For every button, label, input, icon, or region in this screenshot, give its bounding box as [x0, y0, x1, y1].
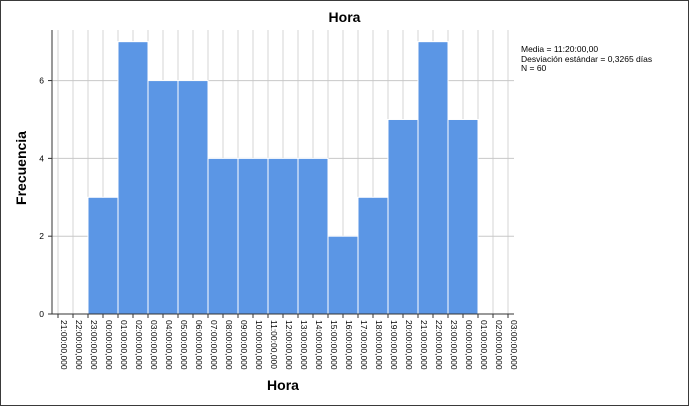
x-tick-label: 08:00:00,000	[224, 320, 234, 370]
axis-layer: 0 2 4 6 21:00:00,000 22:00:00,000 23:00:00,000…	[39, 30, 519, 370]
x-tick-label: 21:00:00,000	[59, 320, 69, 370]
y-tick-label: 6	[39, 76, 44, 86]
x-tick-label: 21:00:00,000	[419, 320, 429, 370]
histogram-bar	[297, 157, 329, 315]
x-tick-label: 04:00:00,000	[164, 320, 174, 370]
y-tick-label: 2	[39, 231, 44, 241]
histogram-bar	[267, 157, 299, 315]
stats-mean: Media = 11:20:00,00	[521, 44, 599, 54]
histogram-bar	[327, 235, 359, 315]
x-tick-label: 23:00:00,000	[89, 320, 99, 370]
x-tick-label: 01:00:00,000	[119, 320, 129, 370]
x-tick-label: 17:00:00,000	[359, 320, 369, 370]
x-tick-label: 05:00:00,000	[179, 320, 189, 370]
x-tick-label: 20:00:00,000	[404, 320, 414, 370]
x-tick-label: 23:00:00,000	[449, 320, 459, 370]
x-tick-label: 10:00:00,000	[254, 320, 264, 370]
x-tick-label: 22:00:00,000	[434, 320, 444, 370]
y-axis-label: Frecuencia	[13, 131, 29, 205]
histogram-bar	[237, 157, 269, 315]
bars-layer	[87, 41, 479, 315]
x-tick-label: 18:00:00,000	[374, 320, 384, 370]
stats-std: Desviación estándar = 0,3265 días	[521, 53, 653, 64]
histogram-bar	[147, 80, 179, 315]
x-tick-label: 02:00:00,000	[494, 320, 504, 370]
x-tick-label: 13:00:00,000	[299, 320, 309, 370]
x-tick-label: 19:00:00,000	[389, 320, 399, 370]
histogram-bar	[417, 41, 449, 315]
x-tick-label: 12:00:00,000	[284, 320, 294, 370]
x-tick-label: 03:00:00,000	[509, 320, 519, 370]
histogram-bar	[387, 118, 419, 315]
histogram-bar	[207, 157, 239, 315]
histogram-bar	[177, 80, 209, 315]
x-tick-label: 14:00:00,000	[314, 320, 324, 370]
y-tick-label: 0	[39, 309, 44, 319]
x-tick-label: 03:00:00,000	[149, 320, 159, 370]
x-tick-label: 07:00:00,000	[209, 320, 219, 370]
x-tick-label: 00:00:00,000	[104, 320, 114, 370]
histogram-bar	[357, 196, 389, 315]
chart-title: Hora	[328, 9, 361, 25]
x-tick-label: 15:00:00,000	[329, 320, 339, 370]
histogram-bar	[447, 118, 479, 315]
x-tick-label: 09:00:00,000	[239, 320, 249, 370]
x-tick-label: 11:00:00,000	[269, 320, 279, 369]
x-tick-label: 22:00:00,000	[74, 320, 84, 370]
x-axis-label: Hora	[267, 377, 299, 393]
histogram-bar	[87, 196, 119, 315]
x-tick-label: 02:00:00,000	[134, 320, 144, 370]
x-tick-label: 00:00:00,000	[464, 320, 474, 370]
x-tick-label: 16:00:00,000	[344, 320, 354, 370]
x-tick-label: 06:00:00,000	[194, 320, 204, 370]
y-tick-label: 4	[39, 153, 44, 163]
stats-n: N = 60	[521, 63, 547, 73]
histogram-bar	[117, 41, 149, 315]
stats-box: Media = 11:20:00,00 Desviación estándar …	[521, 44, 653, 74]
x-tick-label: 01:00:00,000	[479, 320, 489, 370]
